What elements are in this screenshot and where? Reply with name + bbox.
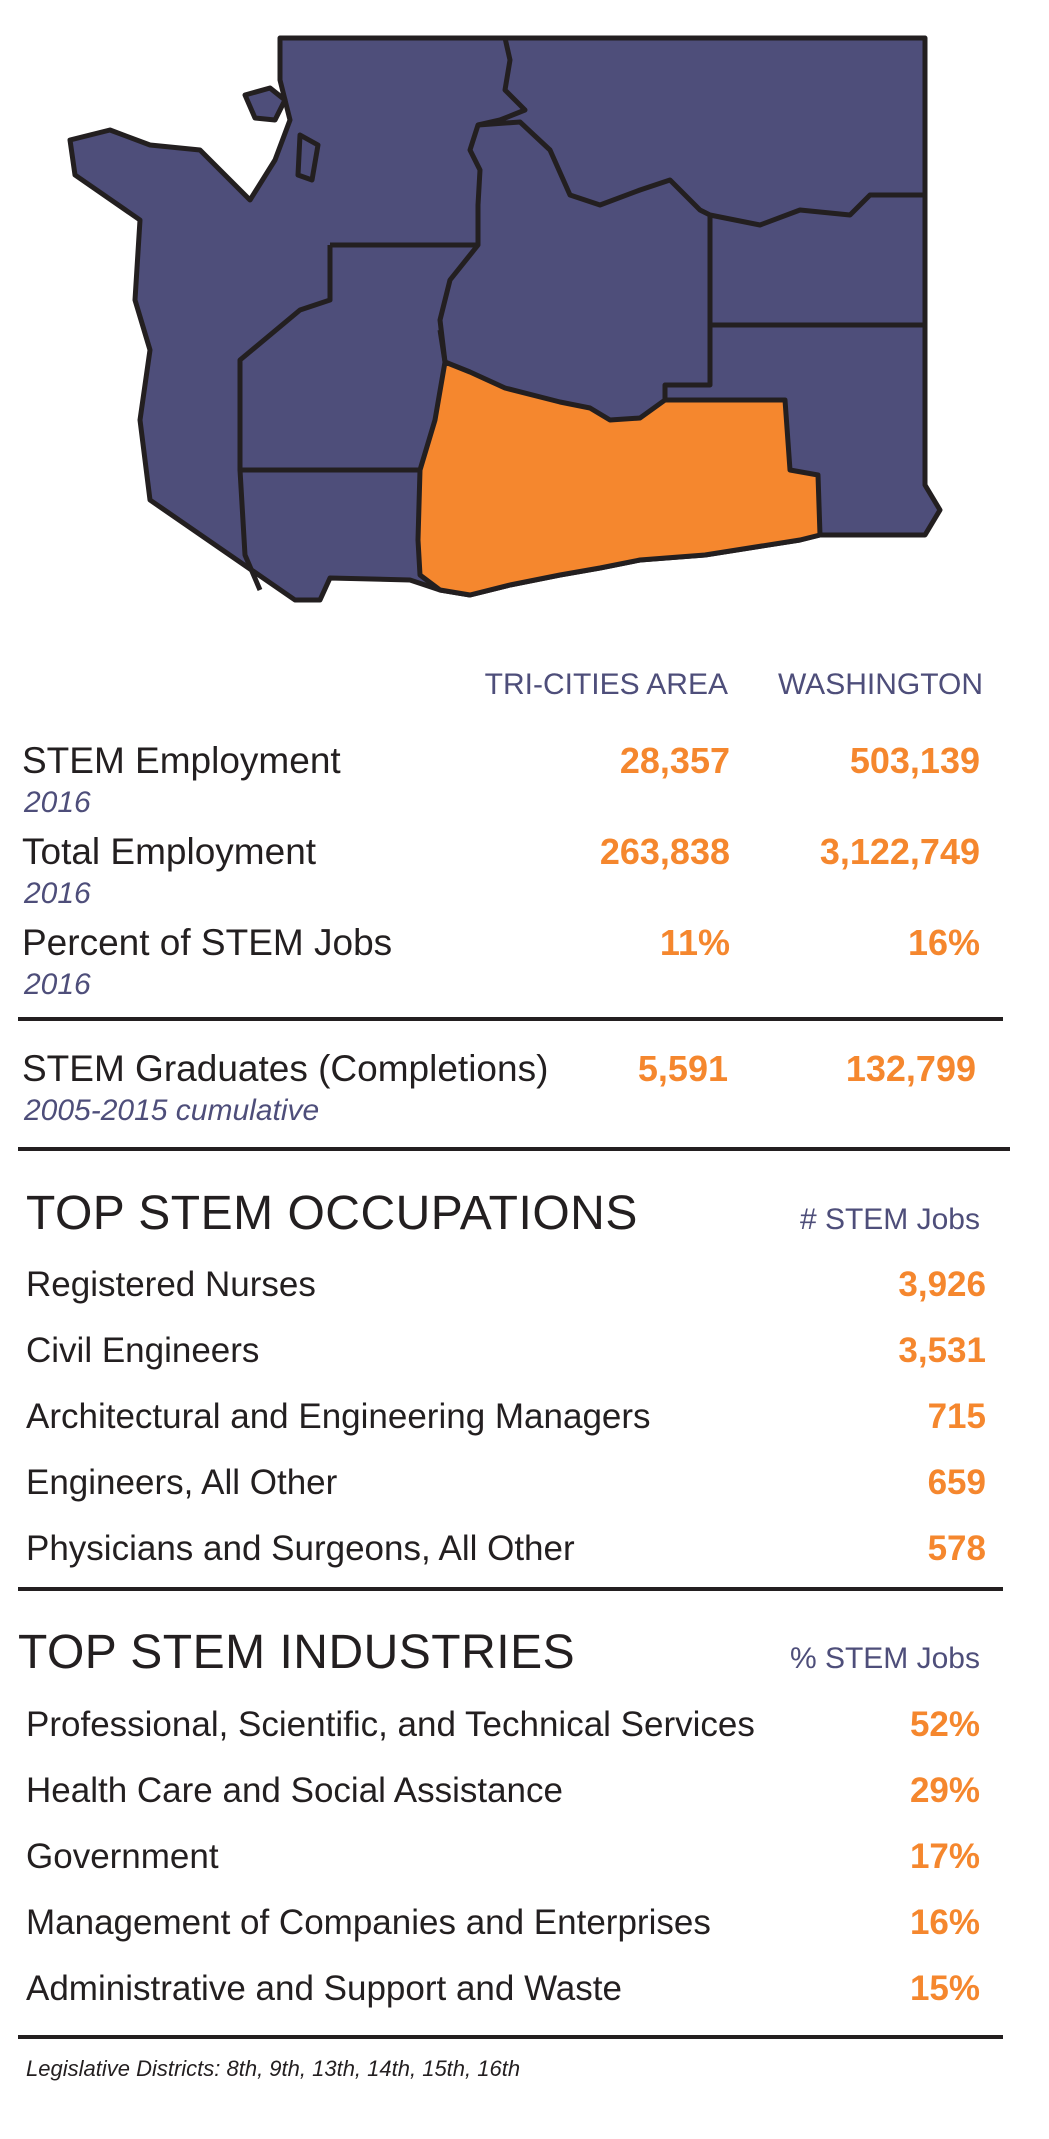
- occupations-title: TOP STEM OCCUPATIONS: [26, 1187, 638, 1240]
- stat-label: STEM Employment: [22, 740, 341, 781]
- industry-value: 52%: [909, 1705, 980, 1744]
- occupations-column-header: # STEM Jobs: [799, 1203, 980, 1236]
- stat-sub: 2016: [24, 968, 91, 1001]
- occupation-value: 715: [927, 1397, 986, 1436]
- industry-label: Professional, Scientific, and Technical …: [26, 1705, 755, 1744]
- stat-state-value: 503,139: [849, 740, 980, 781]
- industry-label: Government: [26, 1837, 219, 1876]
- stat-label: Percent of STEM Jobs: [22, 922, 393, 963]
- industry-value: 17%: [909, 1837, 980, 1876]
- graduates-area-value: 5,591: [637, 1048, 728, 1089]
- graduates-state-value: 132,799: [845, 1048, 976, 1089]
- occupation-value: 3,926: [898, 1265, 986, 1304]
- stat-state-value: 16%: [907, 922, 980, 963]
- industry-label: Management of Companies and Enterprises: [26, 1903, 711, 1942]
- divider: [18, 1147, 1010, 1151]
- occupation-label: Civil Engineers: [26, 1331, 260, 1370]
- stat-label: Total Employment: [22, 831, 317, 872]
- stat-state-value: 3,122,749: [819, 831, 980, 872]
- stat-sub: 2016: [24, 786, 91, 819]
- divider: [18, 1587, 1003, 1591]
- graduates-sub: 2005-2015 cumulative: [24, 1094, 320, 1127]
- occupation-label: Architectural and Engineering Managers: [26, 1397, 651, 1436]
- industries-title: TOP STEM INDUSTRIES: [18, 1626, 576, 1679]
- stat-area-value: 28,357: [619, 740, 730, 781]
- industry-label: Health Care and Social Assistance: [26, 1771, 563, 1810]
- graduates-label: STEM Graduates (Completions): [22, 1048, 549, 1089]
- industry-value: 15%: [909, 1969, 980, 2008]
- occupation-label: Physicians and Surgeons, All Other: [26, 1529, 575, 1568]
- industry-value: 29%: [909, 1771, 980, 1810]
- divider: [18, 2035, 1003, 2039]
- footer-note: Legislative Districts: 8th, 9th, 13th, 1…: [26, 2056, 521, 2081]
- column-header-area: TRI-CITIES AREA: [484, 668, 728, 701]
- industry-value: 16%: [909, 1903, 980, 1942]
- map-region-tri-cities: [415, 359, 823, 598]
- stat-area-value: 11%: [659, 922, 730, 963]
- stat-area-value: 263,838: [599, 831, 730, 872]
- occupation-value: 3,531: [898, 1331, 986, 1370]
- industries-column-header: % STEM Jobs: [789, 1642, 980, 1675]
- washington-region-map: [67, 35, 943, 603]
- industry-label: Administrative and Support and Waste: [26, 1969, 622, 2008]
- occupation-value: 659: [927, 1463, 986, 1502]
- occupation-label: Registered Nurses: [26, 1265, 316, 1304]
- column-header-state: WASHINGTON: [777, 668, 983, 701]
- occupation-label: Engineers, All Other: [26, 1463, 338, 1502]
- divider: [18, 1017, 1003, 1021]
- occupation-value: 578: [927, 1529, 986, 1568]
- stat-sub: 2016: [24, 877, 91, 910]
